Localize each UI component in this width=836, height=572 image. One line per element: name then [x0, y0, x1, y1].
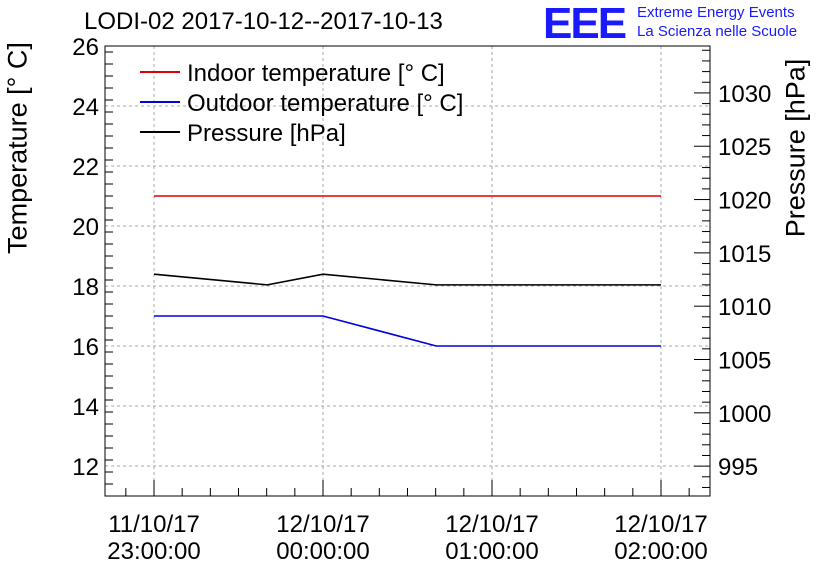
- x-tick-label-date: 12/10/17: [276, 511, 369, 538]
- eee-logo-caption: Extreme Energy Events La Scienza nelle S…: [637, 3, 797, 41]
- legend-label-1: Outdoor temperature [° C]: [187, 90, 463, 117]
- y-tick-label: 16: [72, 334, 99, 361]
- x-tick-label-time: 01:00:00: [445, 538, 538, 565]
- legend-label-0: Indoor temperature [° C]: [187, 60, 445, 87]
- x-tick-label-time: 02:00:00: [614, 538, 707, 565]
- x-tick-label-time: 00:00:00: [276, 538, 369, 565]
- eee-logo: EEE: [543, 0, 627, 48]
- x-tick-label-date: 11/10/17: [108, 511, 200, 538]
- y2-tick-label: 1015: [718, 241, 771, 268]
- y2-tick-label: 1000: [718, 401, 771, 428]
- y2-tick-label: 1020: [718, 188, 771, 215]
- x-tick-label-time: 23:00:00: [107, 538, 200, 565]
- y2-tick-label: 1010: [718, 294, 771, 321]
- legend-label-2: Pressure [hPa]: [187, 120, 346, 147]
- y-tick-label: 12: [72, 454, 99, 481]
- y2-tick-label: 995: [718, 454, 758, 481]
- y-tick-label: 14: [72, 394, 99, 421]
- y-tick-label: 22: [72, 154, 99, 181]
- series-line-1: [154, 315, 661, 347]
- y-tick-label: 24: [72, 94, 99, 121]
- y-tick-label: 18: [72, 274, 99, 301]
- series-line-2: [153, 273, 661, 286]
- logo-caption-line2: La Scienza nelle Scuole: [637, 23, 798, 40]
- y2-tick-label: 1005: [718, 348, 771, 375]
- y2-tick-label: 1025: [718, 134, 771, 161]
- y-tick-label: 26: [72, 34, 99, 61]
- x-tick-label-date: 12/10/17: [445, 511, 538, 538]
- chart-title: LODI-02 2017-10-12--2017-10-13: [84, 8, 443, 35]
- y-tick-label: 20: [72, 214, 99, 241]
- x-tick-label-date: 12/10/17: [614, 511, 707, 538]
- y2-tick-label: 1030: [718, 81, 771, 108]
- logo-caption-line1: Extreme Energy Events: [637, 4, 795, 21]
